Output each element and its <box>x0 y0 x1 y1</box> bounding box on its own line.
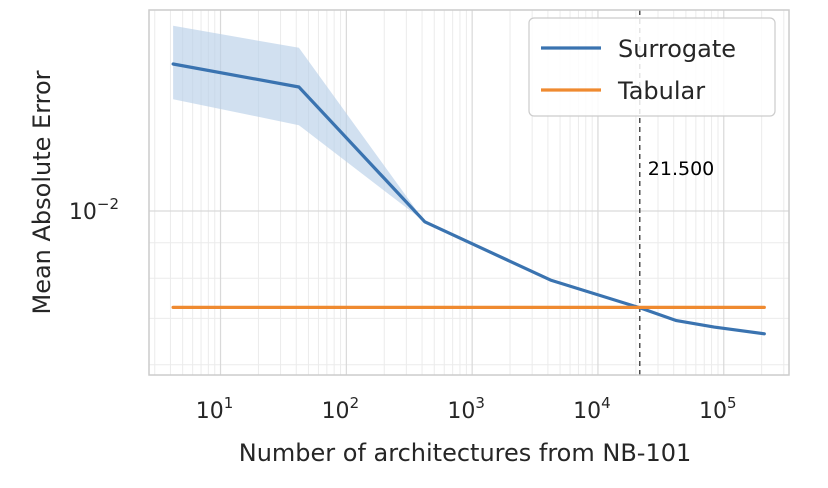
x-tick-label: 104 <box>573 394 611 424</box>
vline-annotation: 21.500 <box>648 158 714 180</box>
x-tick-label: 105 <box>699 394 737 424</box>
x-axis-label: Number of architectures from NB-101 <box>239 439 692 467</box>
x-tick-label: 101 <box>196 394 234 424</box>
legend-label-surrogate: Surrogate <box>618 35 736 63</box>
legend: Surrogate Tabular <box>528 17 776 117</box>
series-line-surrogate <box>171 62 766 336</box>
confidence-band-layer <box>173 25 765 334</box>
y-tick-label: 10−2 <box>69 195 119 225</box>
series-layer <box>171 62 766 336</box>
x-tick-label: 102 <box>322 394 360 424</box>
y-axis-label: Mean Absolute Error <box>28 70 56 314</box>
x-tick-labels: 101 102 103 104 105 <box>196 394 737 424</box>
x-tick-label: 103 <box>447 394 485 424</box>
confidence-band-surrogate <box>173 25 765 334</box>
y-tick-labels: 10−2 <box>69 195 119 225</box>
plot-frame <box>148 9 790 376</box>
legend-label-tabular: Tabular <box>617 77 705 105</box>
